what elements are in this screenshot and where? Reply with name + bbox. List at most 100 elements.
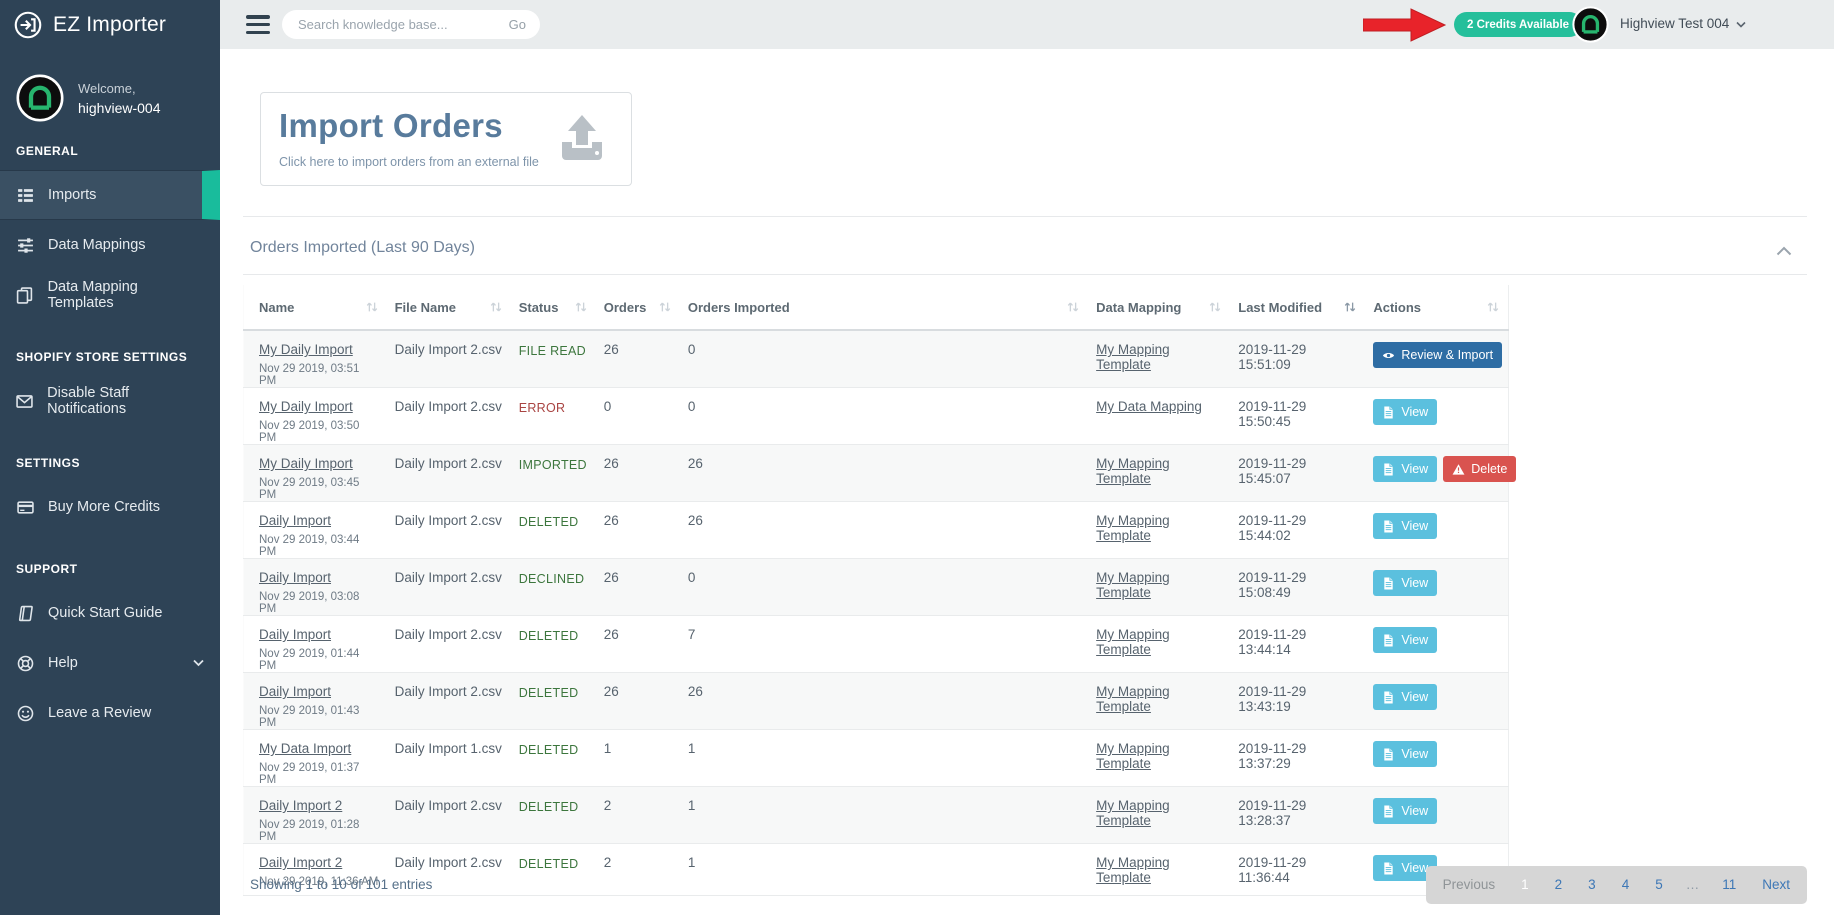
data-mapping-link[interactable]: My Mapping Template [1096,513,1170,543]
sidebar-item-help[interactable]: Help [0,638,220,688]
view-button[interactable]: View [1373,399,1438,425]
import-name-link[interactable]: Daily Import 2 [259,798,343,813]
sidebar-section-settings: SETTINGS [16,456,81,470]
column-header-last-modified[interactable]: Last Modified [1230,285,1366,331]
orders-count-cell: 1 [603,741,612,756]
import-name-link[interactable]: Daily Import 2 [259,855,343,870]
view-button[interactable]: View [1373,456,1438,482]
orders-imported-count-cell: 26 [687,456,703,471]
sidebar-item-data-mappings[interactable]: Data Mappings [0,220,220,270]
status-badge: DELETED [518,515,579,529]
content: Import Orders Click here to import order… [220,49,1834,915]
column-header-orders[interactable]: Orders [595,285,680,331]
panel-collapse-chevron-up-icon[interactable] [1776,243,1792,261]
view-button[interactable]: View [1373,513,1438,539]
import-name-link[interactable]: My Daily Import [259,399,353,414]
hamburger-menu-icon[interactable] [246,15,270,34]
button-label: View [1401,633,1429,647]
row-actions: View Delete [1373,456,1517,482]
page-11[interactable]: 11 [1722,877,1737,892]
import-name-link[interactable]: Daily Import [259,684,332,699]
data-mapping-link[interactable]: My Mapping Template [1096,342,1170,372]
status-badge: DELETED [518,686,579,700]
page-2[interactable]: 2 [1554,877,1563,892]
orders-imported-count-cell: 26 [687,684,703,699]
last-modified-cell: 2019-11-29 15:45:07 [1238,456,1307,486]
data-mapping-link[interactable]: My Data Mapping [1096,399,1202,414]
import-name-link[interactable]: My Daily Import [259,342,353,357]
sidebar-item-quick-start-guide[interactable]: Quick Start Guide [0,588,220,638]
sidebar-item-imports[interactable]: Imports [0,170,220,220]
file-icon [1382,405,1395,419]
row-actions: Review & Import [1373,342,1503,368]
column-header-name[interactable]: Name [243,285,387,331]
search-go-button[interactable]: Go [508,17,526,32]
data-mapping-link[interactable]: My Mapping Template [1096,627,1170,657]
data-mapping-link[interactable]: My Mapping Template [1096,570,1170,600]
search-input[interactable] [296,16,509,33]
page-5[interactable]: 5 [1655,877,1663,892]
status-badge: DELETED [518,857,579,871]
app-logo-icon [14,11,42,39]
table-row: Daily Import Nov 29 2019, 01:43 PM Daily I… [243,672,1509,730]
view-button[interactable]: View [1373,627,1438,653]
import-orders-card[interactable]: Import Orders Click here to import order… [260,92,632,186]
data-mapping-link[interactable]: My Mapping Template [1096,741,1170,771]
page-1[interactable]: 1 [1521,877,1529,892]
sidebar-item-leave-a-review[interactable]: Leave a Review [0,688,220,738]
table-header-row: Name File Name Status Orders Orders Imported… [243,285,1509,331]
view-button[interactable]: View [1373,570,1438,596]
data-mapping-link[interactable]: My Mapping Template [1096,855,1170,885]
page-3[interactable]: 3 [1588,877,1596,892]
data-mapping-link[interactable]: My Mapping Template [1096,798,1170,828]
column-header-orders-imported[interactable]: Orders Imported [679,285,1089,331]
button-label: View [1401,861,1429,875]
page-4[interactable]: 4 [1621,877,1630,892]
import-name-link[interactable]: Daily Import [259,627,332,642]
last-modified-cell: 2019-11-29 11:36:44 [1238,855,1307,885]
data-mapping-link[interactable]: My Mapping Template [1096,684,1170,714]
orders-panel-title: Orders Imported (Last 90 Days) [250,239,475,256]
column-header-actions[interactable]: Actions [1365,285,1509,331]
sort-icon [1486,300,1500,314]
column-header-file-name[interactable]: File Name [386,285,511,331]
table-row: Daily Import Nov 29 2019, 01:44 PM Daily I… [243,615,1509,673]
status-badge: DELETED [518,800,579,814]
sidebar-user: Welcome, highview-004 [0,50,220,128]
topbar-avatar[interactable] [1572,6,1609,43]
orders-count-cell: 26 [603,456,619,471]
smile-icon [16,705,34,722]
sidebar: EZ Importer Welcome, highview-004 GENERA… [0,0,220,915]
row-actions: View [1373,570,1500,596]
import-name-link[interactable]: Daily Import [259,570,332,585]
sidebar-item-disable-staff-notifications[interactable]: Disable Staff Notifications [0,376,220,426]
view-button[interactable]: View [1373,798,1438,824]
sidebar-item-data-mapping-templates[interactable]: Data Mapping Templates [0,270,220,320]
table-row: Daily Import 2 Nov 29 2019, 01:28 PM Daily… [243,786,1509,844]
sidebar-section-shopify-store-settings: SHOPIFY STORE SETTINGS [16,350,188,364]
orders-count-cell: 26 [603,570,619,585]
credits-badge[interactable]: 2 Credits Available [1454,12,1583,37]
user-menu[interactable]: Highview Test 004 [1620,16,1746,31]
sidebar-section-general: GENERAL [16,144,79,158]
import-name-link[interactable]: My Data Import [259,741,352,756]
row-actions: View [1373,684,1500,710]
row-actions: View [1373,627,1500,653]
page-next[interactable]: Next [1762,877,1790,892]
view-button[interactable]: View [1373,741,1438,767]
orders-count-cell: 0 [603,399,612,414]
review-import-button[interactable]: Review & Import [1373,342,1503,368]
button-label: View [1401,576,1429,590]
column-header-status[interactable]: Status [510,285,596,331]
sidebar-item-buy-more-credits[interactable]: Buy More Credits [0,482,220,532]
orders-imported-count-cell: 1 [687,855,696,870]
import-date: Nov 29 2019, 03:08 PM [259,591,360,615]
orders-imported-count-cell: 0 [687,342,696,357]
column-header-data-mapping[interactable]: Data Mapping [1088,285,1231,331]
view-button[interactable]: View [1373,684,1438,710]
status-badge: DELETED [518,743,579,757]
import-name-link[interactable]: My Daily Import [259,456,353,471]
import-name-link[interactable]: Daily Import [259,513,332,528]
data-mapping-link[interactable]: My Mapping Template [1096,456,1170,486]
delete-button[interactable]: Delete [1443,456,1517,482]
